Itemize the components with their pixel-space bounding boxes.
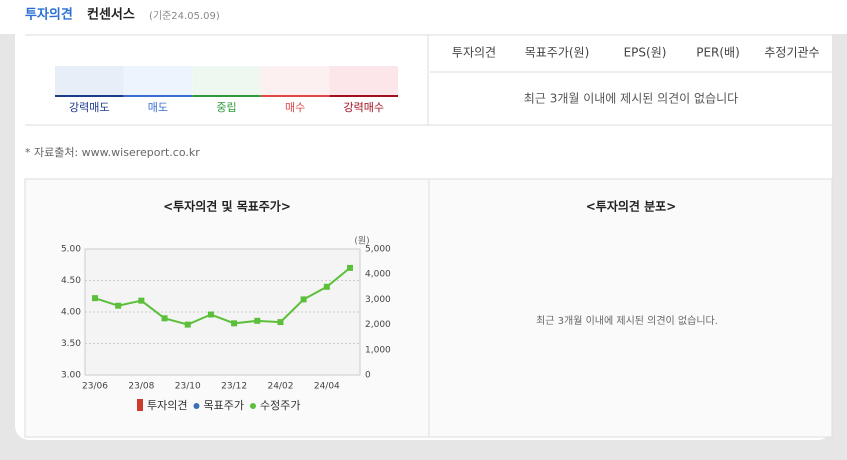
yticks-label: 3.50 [61, 339, 81, 349]
point [92, 295, 98, 302]
series-line [94, 267, 351, 326]
point [184, 321, 191, 328]
scale-segment [192, 66, 261, 96]
scale-label: 매도 [148, 101, 168, 114]
scale-segment [260, 66, 330, 96]
point [323, 283, 330, 290]
scale-label: 매수 [285, 101, 305, 114]
yticks-label: 4.50 [61, 276, 81, 286]
header-subtitle: 컨센서스 [87, 7, 135, 23]
legend-marker [137, 399, 143, 411]
y2-unit: (원) [354, 236, 369, 247]
point [161, 315, 168, 322]
scale-label: 강력매수 [343, 101, 383, 114]
point [300, 296, 307, 303]
scale-underline [123, 95, 193, 97]
scale-underline [260, 95, 330, 97]
scale-segment [329, 66, 398, 96]
legend-label: 수정주가 [260, 399, 300, 412]
y2ticks-label: 5,000 [365, 245, 391, 255]
legend-label: 목표주가 [203, 399, 243, 412]
point [231, 320, 238, 327]
legend-marker [193, 403, 200, 409]
y2ticks-label: 2,000 [365, 320, 391, 330]
legend-label: 투자의견 [147, 399, 187, 412]
x-tick-label: 23/10 [175, 382, 201, 392]
scale-segment [123, 66, 193, 96]
yticks-label: 4.00 [61, 308, 81, 318]
y2ticks-label: 4,000 [365, 270, 391, 280]
x-tick-label: 23/06 [82, 382, 108, 392]
table-header: EPS(원) [624, 46, 667, 60]
x-tick-label: 24/02 [267, 382, 293, 392]
x-tick-label: 24/04 [314, 382, 340, 392]
x-tick-label: 23/12 [221, 382, 247, 392]
scale-label: 강력매도 [69, 101, 109, 114]
y2ticks-label: 0 [365, 371, 371, 381]
header-title: 투자의견 [25, 7, 73, 23]
table-message: 최근 3개월 이내에 제시된 의견이 없습니다 [524, 92, 738, 106]
y2ticks-label: 3,000 [365, 295, 391, 305]
chart-title: <투자의견 및 목표주가> [163, 199, 291, 214]
scale-label: 중립 [216, 101, 236, 114]
point [207, 311, 214, 318]
distribution-title: <투자의견 분포> [586, 199, 677, 214]
table-header: 목표주가(원) [525, 46, 590, 60]
table-header: 투자의견 [452, 46, 496, 60]
point [115, 302, 122, 309]
table-header: PER(배) [696, 46, 740, 60]
scale-underline [192, 95, 261, 97]
point [277, 319, 284, 326]
distribution-message: 최근 3개월 이내에 제시된 의견이 없습니다. [536, 314, 718, 327]
y2ticks-label: 1,000 [365, 345, 391, 355]
header-bg [0, 0, 847, 34]
scale-underline [329, 95, 398, 97]
scale-underline [55, 95, 124, 97]
point [138, 297, 145, 304]
yticks-label: 3.00 [61, 371, 81, 381]
x-tick-label: 23/08 [128, 382, 154, 392]
source: * 자료출처: www.wisereport.co.kr [25, 146, 200, 159]
table-header: 추정기관수 [764, 46, 819, 60]
scale-segment [55, 66, 124, 96]
point [347, 264, 353, 271]
yticks-label: 5.00 [61, 245, 81, 255]
header-date: (기준24.05.09) [149, 10, 220, 22]
legend-marker [249, 403, 256, 409]
point [254, 317, 261, 324]
